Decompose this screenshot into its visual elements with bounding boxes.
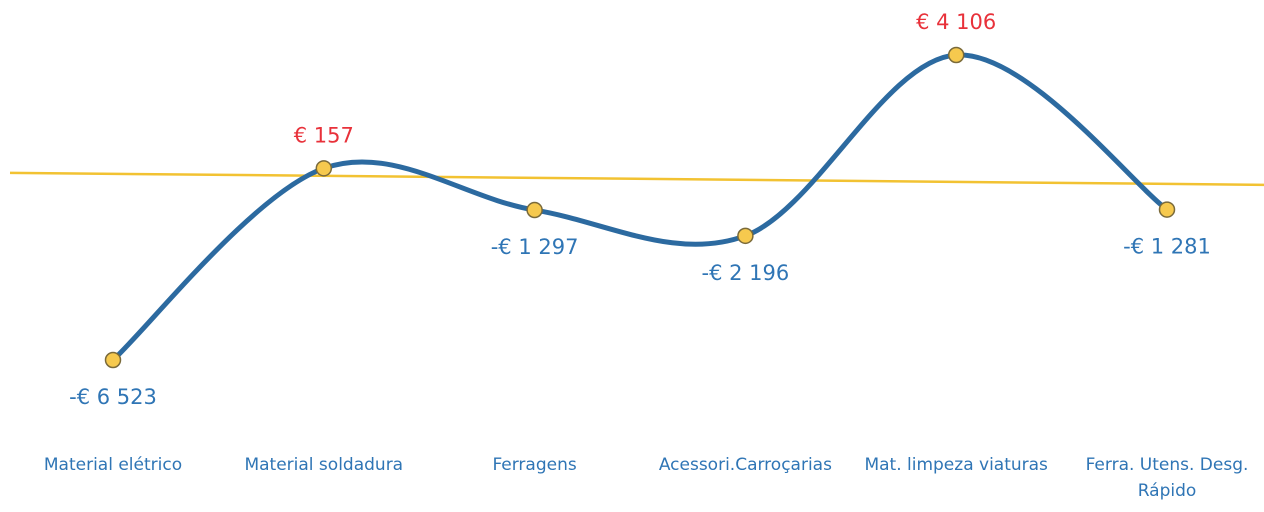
value-label: -€ 1 281 <box>1123 235 1211 259</box>
x-tick-label: Material elétrico <box>43 455 183 475</box>
value-label: € 4 106 <box>916 10 996 34</box>
x-tick-label: Ferra. Utens. Desg. Rápido <box>1085 455 1249 501</box>
zero-line <box>9 171 1264 187</box>
marker <box>1158 201 1176 218</box>
marker <box>104 351 122 369</box>
value-label: -€ 6 523 <box>69 385 157 409</box>
marker <box>737 227 754 245</box>
value-label: -€ 1 297 <box>491 235 579 259</box>
marker <box>315 160 333 177</box>
x-tick-label: Mat. limpeza viaturas <box>864 455 1048 475</box>
x-tick-label: Material soldadura <box>244 455 404 475</box>
x-tick-label: Acessori.Carroçarias <box>658 455 832 475</box>
value-label: -€ 2 196 <box>702 261 790 285</box>
marker <box>526 201 543 219</box>
marker <box>947 46 965 64</box>
x-tick-label: Ferragens <box>492 455 577 475</box>
value-label: € 157 <box>294 123 354 147</box>
line <box>110 52 1170 363</box>
